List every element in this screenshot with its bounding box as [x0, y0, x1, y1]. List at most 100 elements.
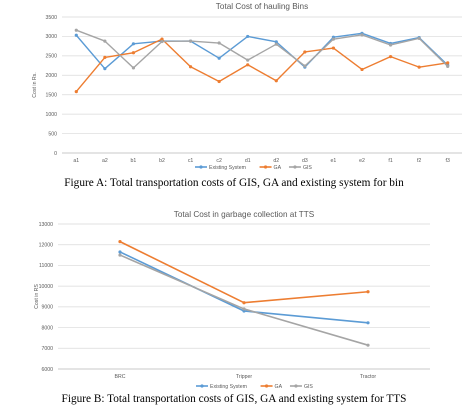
legend-marker-ga [263, 165, 268, 169]
x-tick-label: d3 [302, 158, 308, 164]
data-point-ga [246, 63, 250, 67]
data-point-gis [188, 39, 193, 43]
legend-label-existing-system: Existing System [209, 165, 246, 171]
x-tick-label: a1 [73, 158, 79, 164]
data-point-ga [417, 65, 421, 69]
series-line-gis [119, 254, 369, 346]
data-point-gis [446, 64, 450, 68]
data-point-ga [446, 61, 450, 65]
y-tick-label: 3500 [45, 15, 57, 21]
series-line-gis [76, 29, 449, 69]
x-tick-label: d2 [273, 158, 279, 164]
data-point-ga [274, 79, 278, 83]
data-point-ga [188, 65, 193, 69]
chart-title: Total Cost in garbage collection at TTS [174, 210, 315, 219]
legend-marker-existing-system [199, 165, 203, 169]
data-point-ga [74, 90, 78, 94]
data-point-ga [131, 51, 136, 55]
y-tick-label: 8000 [41, 325, 53, 331]
data-point-existing-system [118, 250, 122, 254]
data-point-ga [388, 55, 393, 59]
x-tick-label: c1 [188, 158, 194, 164]
figure-b-caption: Figure B: Total transportation costs of … [61, 393, 407, 405]
y-tick-label: 12000 [39, 243, 54, 249]
y-tick-label: 11000 [39, 263, 53, 269]
x-tick-label: Tripper [236, 374, 253, 380]
legend-label-ga: GA [275, 384, 283, 390]
y-tick-label: 1000 [45, 112, 57, 118]
y-tick-label: 1500 [45, 93, 57, 99]
data-point-ga [366, 290, 370, 294]
data-point-gis [160, 39, 164, 44]
data-point-existing-system [246, 34, 250, 39]
figure-b-chart: Total Cost in garbage collection at TTS 6… [34, 210, 430, 390]
data-point-existing-system [274, 40, 278, 44]
legend-label-gis: GIS [303, 165, 312, 171]
data-point-gis [118, 253, 122, 257]
legend-label-ga: GA [274, 165, 282, 171]
data-point-gis [274, 42, 278, 46]
x-tick-label: f1 [388, 158, 392, 164]
data-point-existing-system [103, 67, 107, 71]
x-tick-label: c2 [216, 158, 222, 164]
figure-a-chart: Total Cost of hauling Bins 0 500 1000 1500 20… [32, 2, 462, 171]
series-line-ga [75, 38, 448, 93]
data-point-existing-system [217, 56, 221, 60]
x-tick-label: b1 [131, 158, 137, 164]
x-tick-label: f3 [446, 158, 450, 164]
y-axis-label: Cost in Rs. [32, 72, 38, 97]
x-tick-label: a2 [102, 158, 108, 164]
data-point-gis [217, 41, 221, 45]
y-tick-label: 6000 [41, 367, 53, 373]
data-point-gis [331, 37, 336, 41]
data-point-gis [360, 33, 364, 37]
legend-marker-gis [294, 384, 298, 388]
data-point-gis [131, 66, 136, 70]
x-tick-label: f2 [417, 158, 421, 164]
x-tick-label: d1 [245, 158, 251, 164]
x-tick-label: BRC [115, 374, 126, 380]
legend-marker-existing-system [200, 384, 204, 388]
data-point-existing-system [366, 321, 370, 325]
data-point-gis [417, 36, 421, 40]
data-point-gis [246, 58, 250, 62]
legend-label-gis: GIS [304, 384, 313, 390]
data-point-ga [360, 67, 364, 72]
y-tick-label: 7000 [41, 346, 53, 352]
y-tick-label: 10000 [39, 284, 54, 290]
legend-marker-ga [264, 384, 269, 388]
data-point-ga [242, 301, 246, 305]
data-point-gis [388, 43, 393, 47]
legend-label-existing-system: Existing System [210, 384, 247, 390]
data-point-existing-system [131, 42, 136, 46]
y-tick-label: 0 [54, 151, 57, 157]
data-point-ga [303, 50, 307, 54]
y-tick-label: 3000 [45, 34, 57, 40]
data-point-ga [217, 79, 221, 84]
y-tick-label: 9000 [41, 305, 53, 311]
data-point-gis [103, 39, 107, 43]
data-point-ga [118, 240, 122, 244]
x-tick-label: b2 [159, 158, 165, 164]
y-tick-label: 500 [48, 131, 57, 137]
x-tick-label: Tractor [360, 374, 377, 380]
y-tick-label: 2000 [45, 73, 57, 79]
legend-marker-gis [293, 165, 297, 169]
data-point-gis [366, 343, 370, 347]
x-tick-label: e1 [331, 158, 337, 164]
y-axis-label: Cost in RS [34, 284, 40, 309]
data-point-gis [242, 307, 246, 311]
x-tick-label: e2 [359, 158, 365, 164]
data-point-ga [331, 46, 336, 50]
data-point-ga [160, 37, 164, 41]
series-line-ga [119, 240, 369, 304]
y-tick-label: 2500 [45, 54, 57, 60]
data-point-gis [74, 28, 78, 32]
data-point-existing-system [74, 33, 78, 37]
figure-a-caption: Figure A: Total transportation costs of … [64, 177, 404, 189]
series-line-existing-system [75, 32, 449, 70]
chart-title: Total Cost of hauling Bins [216, 2, 308, 11]
data-point-gis [303, 64, 307, 68]
data-point-ga [103, 55, 107, 60]
y-tick-label: 13000 [39, 222, 54, 228]
